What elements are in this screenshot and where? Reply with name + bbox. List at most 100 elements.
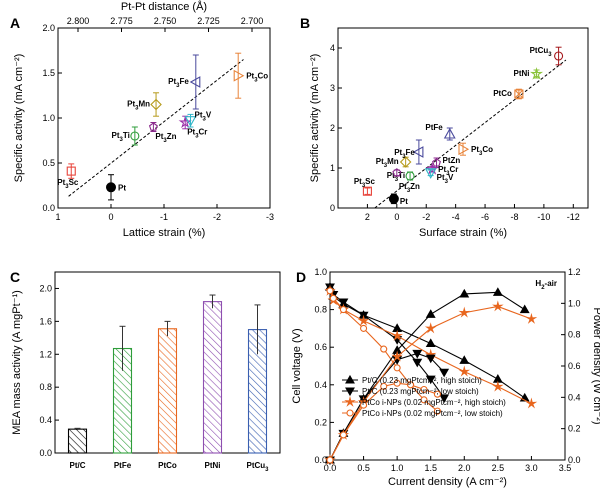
panel-b-point-label: PtFe [425, 123, 443, 132]
panel-b-point-label-part: Pt [387, 171, 395, 180]
panel-b-xtick-label: 2 [365, 212, 370, 222]
panel-d-ytick-right-label: 1.0 [568, 298, 581, 308]
panel-b-point [443, 127, 456, 139]
panel-d-xtick-label: 2.0 [458, 463, 471, 473]
panel-a: A 1 0 -1 -2 -3 2.800 2.775 2.750 2.725 2.700 Pt-Pt … [10, 0, 274, 239]
panel-a-point-label-part: 3 [163, 138, 167, 144]
panel-b-ytick-label: 4 [330, 43, 335, 53]
panel-a-point-label: Pt3V [195, 111, 212, 123]
panel-d-xtick-label: 2.5 [492, 463, 505, 473]
panel-b-point-label-part: Pt [437, 173, 445, 182]
panel-b-point-label-part: Pt [400, 197, 408, 206]
panel-d-series-marker [458, 306, 471, 318]
panel-d: D0.0 0.5 1.0 1.5 2.0 2.5 3.0 3.50.00.20.40.60.8… [291, 267, 600, 488]
panel-a-point-label: Pt3Co [246, 72, 268, 84]
panel-b-point-label: Pt3Fe [394, 148, 415, 160]
panel-d-series-marker [439, 394, 450, 404]
panel-c-category-label-part: PtNi [205, 461, 221, 470]
panel-d-series-marker [393, 379, 401, 387]
panel-b-point-label-part: Pt [438, 165, 446, 174]
panel-a-point-label: Pt3Fe [168, 77, 189, 89]
panel-b-point-label-part: Cr [449, 165, 458, 174]
panel-d-series-marker [380, 345, 388, 353]
panel-d-series-marker [425, 375, 436, 385]
panel-a-toptick-label: 2.800 [67, 16, 90, 26]
panel-d-letter: D [296, 269, 306, 285]
panel-a-point [189, 76, 201, 88]
panel-d-series-marker [380, 382, 388, 390]
panel-d-ytick-label: 0.4 [314, 380, 327, 390]
panel-a-point-label: Pt3Ti [112, 131, 130, 143]
panel-b-point-label: PtCu3 [530, 46, 553, 58]
panel-d-ylabel-right: Power density (W cm⁻²) [591, 307, 600, 424]
panel-d-legend-marker [345, 387, 355, 397]
panel-a-point-label-part: Pt [57, 178, 65, 187]
panel-d-frame [329, 271, 566, 461]
panel-b-point-label-part: 3 [402, 154, 406, 160]
panel-b-point [458, 143, 470, 156]
panel-b-xtick-label: -2 [422, 212, 430, 222]
panel-c-category-label-part: PtCo [158, 461, 177, 470]
panel-c-category-label-part: Pt/C [70, 461, 86, 470]
panel-d-series-marker [459, 355, 470, 364]
panel-b: B 2 0 -2 -4 -6 -8 -10 -12 0 1 2 3 4 Surface strain (%)… [300, 15, 589, 239]
panel-a-point-label-part: Pt [118, 183, 126, 192]
panel-d-series-marker [412, 349, 423, 359]
panel-a-letter: A [10, 15, 20, 31]
panel-b-point [392, 168, 402, 177]
panel-d-xtick-label: 1.0 [391, 463, 404, 473]
panel-d-series-marker [492, 380, 504, 392]
panel-b-xtick-label: -8 [510, 212, 518, 222]
panel-b-point-label-part: 3 [446, 171, 450, 177]
panel-b-point-label-part: Fe [406, 148, 416, 157]
panel-d-series-marker [458, 365, 471, 377]
panel-d-series-marker [439, 368, 450, 378]
panel-a-point [66, 166, 76, 176]
panel-c-bar [67, 428, 88, 454]
panel-b-point-label-part: Co [482, 145, 493, 154]
panel-a-point-label: Pt [118, 183, 126, 192]
panel-d-series-marker [326, 456, 334, 464]
panel-d-series-marker [433, 390, 441, 398]
panel-b-point-label-part: PtZn [443, 156, 461, 165]
panel-a-point-label-part: 3 [203, 117, 207, 123]
panel-d-legend-label: Pt/C (0.23 mgPtcm⁻², low stoich) [362, 387, 479, 396]
panel-c: C 0.0 0.4 0.8 1.2 1.6 2.0 MEA mass activity (A … [10, 269, 281, 473]
panel-a-point [150, 98, 162, 111]
panel-a-point-label: Pt3Sc [57, 178, 79, 190]
panel-d-annotation-part: 2 [541, 285, 545, 291]
panel-a-point [178, 115, 192, 129]
panel-a-point-label-part: Pt [112, 131, 120, 140]
panel-a-point [184, 116, 197, 127]
panel-d-series-marker [492, 300, 504, 312]
panel-d-series-marker [329, 294, 337, 302]
panel-d-series-marker [519, 304, 530, 314]
panel-b-point [529, 67, 544, 80]
panel-b-point [362, 186, 372, 196]
panel-d-series-marker [425, 309, 436, 318]
panel-c-category-label: PtNi [205, 461, 221, 470]
panel-c-ylabel: MEA mass activity (A mgPt⁻¹) [11, 290, 23, 435]
panel-a-xtick-label: -2 [213, 212, 221, 222]
panel-c-ytick-label: 0.8 [39, 382, 52, 392]
panel-a-point-label-part: Fe [179, 77, 189, 86]
panel-b-point-label-part: 3 [548, 52, 552, 58]
panel-b-point-label-part: 3 [395, 177, 399, 183]
panel-b-point [399, 156, 412, 168]
panel-c-ytick-label: 0.0 [39, 448, 52, 458]
panel-d-series-marker [420, 385, 428, 394]
panel-b-point [388, 193, 399, 204]
panel-d-legend-marker [344, 395, 356, 407]
panel-b-point-label-part: Pt [471, 145, 479, 154]
panel-b-point-label: Pt3V [437, 173, 454, 185]
panel-a-point-label-part: Pt [246, 72, 254, 81]
panel-d-xtick-label: 0.0 [324, 463, 337, 473]
panel-a-ytick-label: 0.5 [42, 158, 55, 168]
panel-d-series-marker [338, 298, 349, 308]
panel-a-point [233, 69, 245, 82]
panel-c-ytick-label: 1.2 [39, 349, 52, 359]
panel-b-letter: B [300, 15, 310, 31]
panel-a-point-label-part: Mn [138, 100, 150, 109]
panel-b-point-label-part: 3 [362, 183, 366, 189]
